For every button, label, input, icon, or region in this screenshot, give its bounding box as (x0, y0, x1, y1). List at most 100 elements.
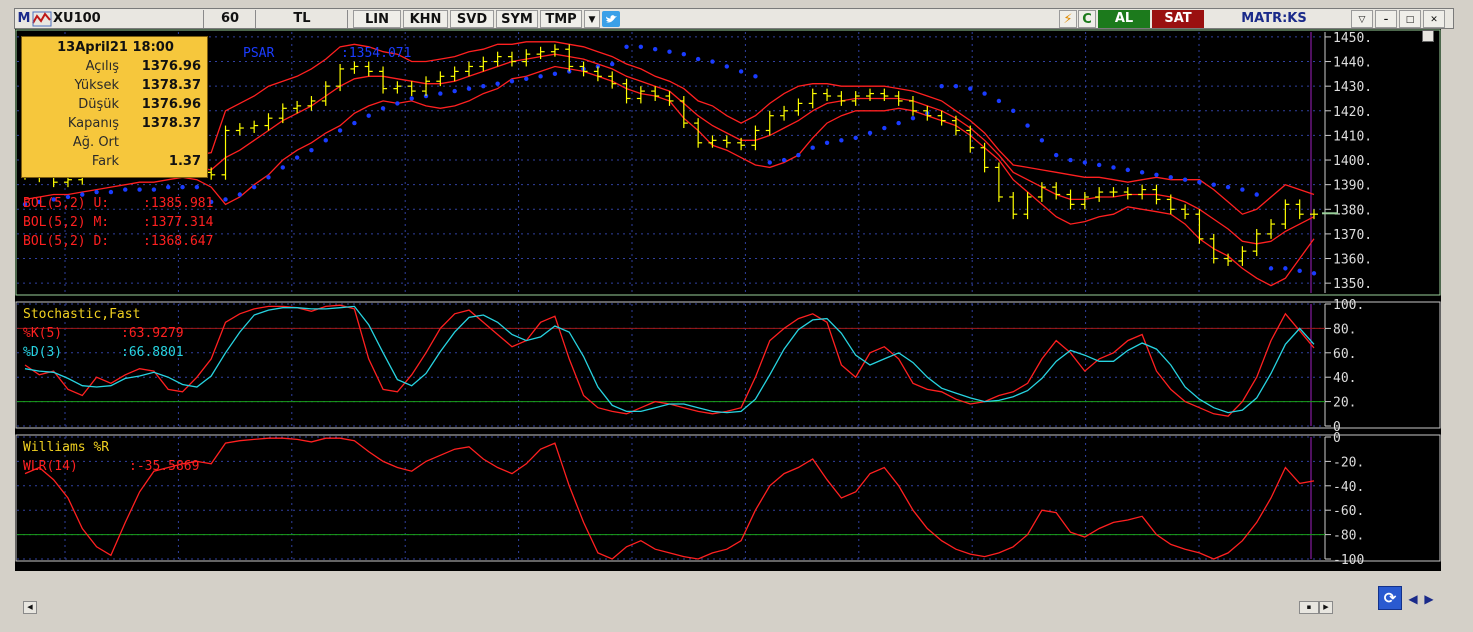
sym-button[interactable]: SYM (496, 10, 538, 28)
psar-dot (180, 184, 185, 190)
buy-button[interactable]: AL (1098, 10, 1150, 28)
y-tick-label: -80. (1333, 529, 1364, 544)
psar-dot (94, 189, 99, 195)
psar-dot (867, 130, 873, 136)
maximize-icon[interactable]: □ (1399, 10, 1421, 28)
lin-button[interactable]: LIN (353, 10, 401, 28)
psar-dot (839, 138, 844, 143)
y-tick-label: 100. (1333, 298, 1364, 313)
nav-left-icon[interactable]: ◀ (1408, 592, 1418, 606)
ohlc-tooltip: 13April21 18:00 Açılış 1376.96 Yüksek 13… (21, 36, 208, 178)
psar-dot (853, 135, 858, 141)
horizontal-scrollbar[interactable]: ◀ ▪ ▶ (15, 600, 1441, 614)
psar-dot (22, 202, 28, 207)
tooltip-label: Fark (91, 154, 119, 169)
psar-dot (738, 69, 744, 74)
psar-dot (753, 74, 758, 79)
menu-icon[interactable]: ▽ (1351, 10, 1373, 28)
y-tick-label: 60. (1333, 347, 1356, 362)
psar-dot (481, 83, 486, 89)
y-tick-label: -60. (1333, 504, 1364, 519)
x-axis-bg (15, 565, 1441, 571)
psar-dot (65, 194, 71, 200)
c-button[interactable]: C (1078, 10, 1096, 28)
psar-dot (208, 199, 214, 205)
refresh-icon[interactable]: ⟳ (1378, 586, 1402, 610)
williams-line (24, 437, 1315, 560)
psar-dot (452, 88, 457, 94)
bollinger-upper-line (24, 41, 1315, 215)
psar-dot (352, 120, 357, 126)
psar-dot (251, 184, 257, 190)
psar-dot (595, 64, 601, 69)
psar-dot (37, 199, 42, 205)
tooltip-value: 1378.37 (141, 78, 201, 93)
psar-dot (652, 47, 658, 52)
currency-field[interactable]: TL (293, 11, 311, 26)
psar-dot (910, 115, 916, 121)
bolt-icon[interactable]: ⚡ (1059, 10, 1077, 28)
twitter-icon[interactable] (601, 10, 621, 28)
y-tick-label: -40. (1333, 480, 1364, 495)
nav-right-icon[interactable]: ▶ (1424, 592, 1434, 606)
logo[interactable]: M (17, 11, 31, 26)
psar-dot (1054, 152, 1059, 158)
y-tick-label: 1370. (1333, 228, 1372, 243)
psar-dot (366, 113, 371, 118)
khn-button[interactable]: KHN (403, 10, 448, 28)
chart-type-icon[interactable] (31, 10, 53, 28)
price-panel: 1450. 1440. 1430. 1420. 1410. 1400. 1390. 1380.… (15, 29, 1441, 296)
y-tick-label: 1450. (1333, 31, 1372, 46)
chart-area[interactable]: 1450. 1440. 1430. 1420. 1410. 1400. 1390. 1380.… (15, 29, 1441, 601)
psar-dot (337, 128, 343, 133)
psar-dot (982, 91, 987, 96)
psar-dot (767, 160, 772, 165)
close-icon[interactable]: ✕ (1423, 10, 1445, 28)
tooltip-row: Fark 1.37 (22, 154, 209, 172)
psar-dot (1297, 268, 1302, 274)
chart-svg[interactable]: 1450. 1440. 1430. 1420. 1410. 1400. 1390. 1380.… (15, 29, 1441, 601)
y-tick-label: 1440. (1333, 56, 1372, 71)
psar-dot (538, 74, 543, 79)
psar-dot (1254, 192, 1259, 197)
y-tick-label: -100 (1333, 553, 1364, 568)
period-field[interactable]: 60 (220, 11, 240, 26)
tooltip-label: Ağ. Ort (72, 135, 119, 150)
y-tick-label: -20. (1333, 455, 1364, 470)
psar-dot (610, 61, 615, 67)
minimize-icon[interactable]: – (1375, 10, 1397, 28)
psar-dot (380, 106, 386, 111)
tooltip-label: Düşük (78, 97, 119, 112)
scroll-right-icon[interactable]: ▶ (1319, 601, 1333, 614)
tmp-button[interactable]: TMP (540, 10, 582, 28)
psar-dot (294, 155, 300, 160)
tooltip-label: Açılış (85, 59, 119, 74)
psar-dot (423, 93, 429, 99)
psar-dot (781, 157, 787, 163)
psar-dot (409, 96, 414, 101)
psar-dot (681, 51, 687, 57)
psar-dot (466, 86, 472, 91)
tooltip-row: Açılış 1376.96 (22, 59, 209, 77)
symbol-field[interactable]: XU100 (53, 11, 101, 26)
psar-dot (638, 44, 644, 49)
psar-dot (194, 184, 200, 190)
psar-dot (695, 56, 701, 62)
y-tick-label: 40. (1333, 371, 1356, 386)
psar-dot (166, 184, 171, 190)
psar-dot (438, 91, 443, 96)
scroll-left-icon[interactable]: ◀ (23, 601, 37, 614)
scroll-thumb[interactable]: ▪ (1299, 601, 1319, 614)
psar-dot (495, 81, 500, 86)
tooltip-value: 1378.37 (141, 116, 201, 131)
y-tick-label: 1420. (1333, 105, 1372, 120)
psar-dot (1025, 123, 1030, 128)
psar-dot (896, 120, 901, 126)
panel-restore-icon[interactable] (1422, 30, 1434, 42)
svd-button[interactable]: SVD (450, 10, 494, 28)
dropdown-icon[interactable]: ▼ (584, 10, 600, 28)
psar-dot (309, 147, 314, 153)
sell-button[interactable]: SAT (1152, 10, 1204, 28)
psar-dot (266, 175, 271, 180)
stoch-d-line (24, 305, 1315, 414)
